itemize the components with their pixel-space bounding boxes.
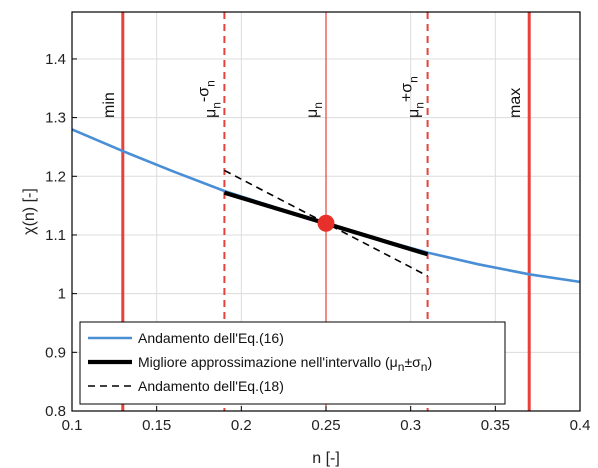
x-tick-label: 0.3 [400,417,421,434]
y-tick-label: 0.9 [45,344,66,361]
vertical-line-label-3: μn+σn [399,76,427,118]
x-tick-label: 0.15 [142,417,171,434]
vertical-line-label-4: max [507,88,524,118]
axis-ticks: 0.1 0.15 0.2 0.25 0.3 0.35 0.4 0.8 0.9 1 1.1 1.2 1.3… [45,51,590,434]
legend-entry-0: Andamento dell'Eq.(16) [138,330,284,346]
x-tick-label: 0.35 [481,417,510,434]
x-tick-label: 0.1 [62,417,83,434]
x-axis-label: n [-] [312,450,340,467]
x-tick-label: 0.4 [570,417,591,434]
y-tick-label: 1.4 [45,51,66,68]
y-axis-label: χ(n) [-] [21,188,38,235]
legend-entry-1: Migliore approssimazione nell'intervallo… [138,354,432,374]
y-tick-label: 0.8 [45,403,66,420]
y-tick-label: 1.1 [45,227,66,244]
legend: Andamento dell'Eq.(16) Migliore approssim… [79,321,506,405]
x-tick-label: 0.25 [311,417,340,434]
mean-marker-point [317,214,335,232]
legend-entry-2: Andamento dell'Eq.(18) [138,378,284,394]
vertical-line-label-1: μn-σn [195,80,223,118]
x-tick-label: 0.2 [231,417,252,434]
series [71,128,581,284]
vertical-line-label-0: min [101,92,118,118]
y-tick-label: 1.3 [45,110,66,127]
y-tick-label: 1 [58,286,66,303]
vertical-line-labels: min μn-σn μn μn+σn max [101,76,524,118]
legend-box [79,321,506,405]
y-tick-label: 1.2 [45,168,66,185]
vertical-line-label-2: μn [304,102,325,118]
